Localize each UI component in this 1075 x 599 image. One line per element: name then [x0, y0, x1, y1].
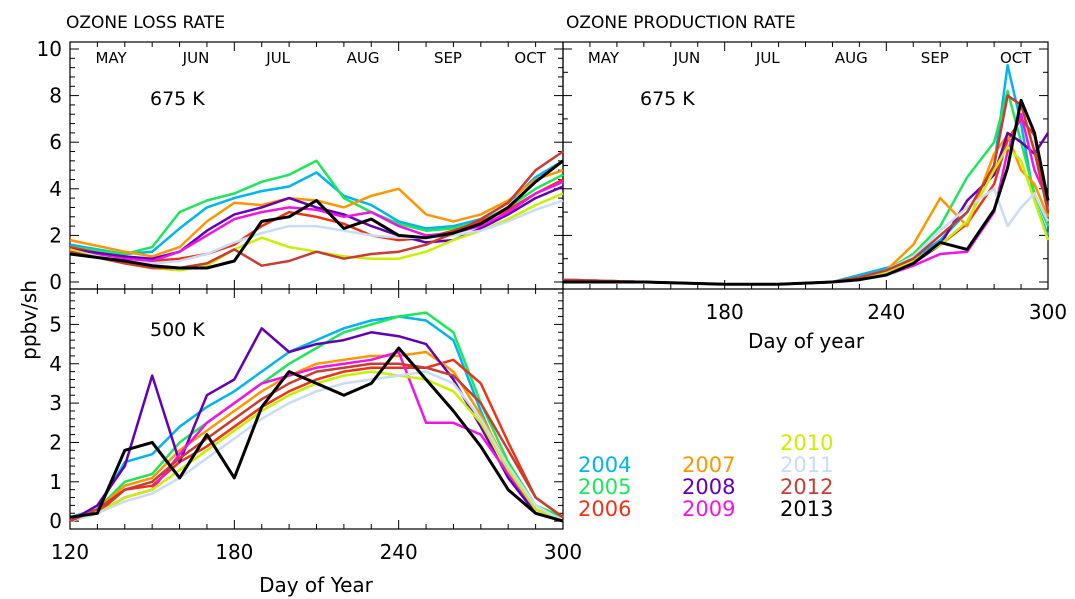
y-tick-label: 1 [49, 470, 62, 494]
production-level-label: 675 K [640, 88, 695, 110]
legend-entry-2011: 2011 [780, 453, 833, 477]
series-line-2011 [69, 199, 564, 265]
loss500-level-label: 500 K [150, 319, 205, 341]
series-line-2004 [562, 64, 1050, 286]
month-label: MAY [95, 49, 127, 67]
loss-level-label: 675 K [150, 88, 205, 110]
y-tick-label: 5 [49, 312, 62, 336]
series-line-2011 [69, 370, 564, 523]
legend-entry-2004: 2004 [578, 453, 631, 477]
y-tick-label: 3 [49, 391, 62, 415]
month-label: JUL [755, 49, 780, 67]
x-tick-label: 240 [380, 540, 418, 564]
month-label: JUN [182, 49, 210, 67]
month-label: AUG [835, 49, 868, 67]
y-axis-title: ppbv/sh [17, 280, 41, 360]
month-label: SEP [921, 49, 949, 67]
y-tick-label: 4 [49, 177, 62, 201]
y-tick-label: 4 [49, 352, 62, 376]
y-tick-label: 2 [49, 430, 62, 454]
month-label: SEP [434, 49, 462, 67]
x-tick-label: 180 [215, 540, 253, 564]
series-line-2004 [69, 315, 564, 523]
x-tick-label: 120 [51, 540, 89, 564]
series-line-2013 [563, 98, 1050, 286]
x-tick-label: 240 [867, 300, 905, 324]
legend-entry-2012: 2012 [780, 475, 833, 499]
x-tick-label: 300 [544, 540, 582, 564]
x-tick-label: 300 [1029, 300, 1067, 324]
month-label: JUN [673, 49, 701, 67]
y-tick-label: 0 [49, 509, 62, 533]
legend-entry-2006: 2006 [578, 497, 631, 521]
y-tick-label: 10 [37, 37, 62, 61]
y-tick-label: 2 [49, 223, 62, 247]
series-line-2008 [69, 327, 564, 523]
series-line-2006 [69, 358, 564, 523]
y-tick-label: 8 [49, 84, 62, 108]
legend-entry-2009: 2009 [682, 497, 735, 521]
x-tick-label: 180 [706, 300, 744, 324]
right-x-axis-title: Day of year [748, 329, 865, 353]
production-panel-title: OZONE PRODUCTION RATE [566, 13, 796, 33]
legend-entry-2008: 2008 [682, 475, 735, 499]
loss-panel-title: OZONE LOSS RATE [66, 13, 225, 33]
series-line-2007 [69, 169, 564, 258]
month-label: JUL [265, 49, 290, 67]
series-line-2012 [562, 94, 1050, 286]
y-tick-label: 0 [49, 270, 62, 294]
series-line-2013 [69, 346, 564, 523]
month-label: OCT [514, 49, 546, 67]
legend-entry-2013: 2013 [780, 497, 833, 521]
y-tick-label: 6 [49, 130, 62, 154]
legend-entry-2010: 2010 [780, 431, 833, 455]
series-line-2013 [69, 159, 564, 270]
legend-entry-2005: 2005 [578, 475, 631, 499]
series-line-2012 [69, 362, 564, 523]
month-label: OCT [1000, 49, 1032, 67]
bottom-x-axis-title: Day of Year [259, 573, 374, 597]
legend-entry-2007: 2007 [682, 453, 735, 477]
month-label: MAY [588, 49, 620, 67]
series-line-2005 [562, 89, 1050, 286]
month-label: AUG [347, 49, 380, 67]
series-line-2007 [69, 350, 564, 523]
